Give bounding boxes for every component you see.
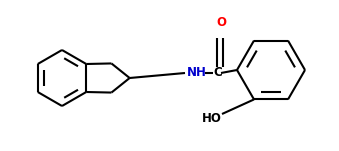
- Text: HO: HO: [202, 111, 222, 125]
- Text: C: C: [213, 66, 222, 79]
- Text: NH: NH: [187, 66, 207, 79]
- Text: O: O: [216, 16, 226, 29]
